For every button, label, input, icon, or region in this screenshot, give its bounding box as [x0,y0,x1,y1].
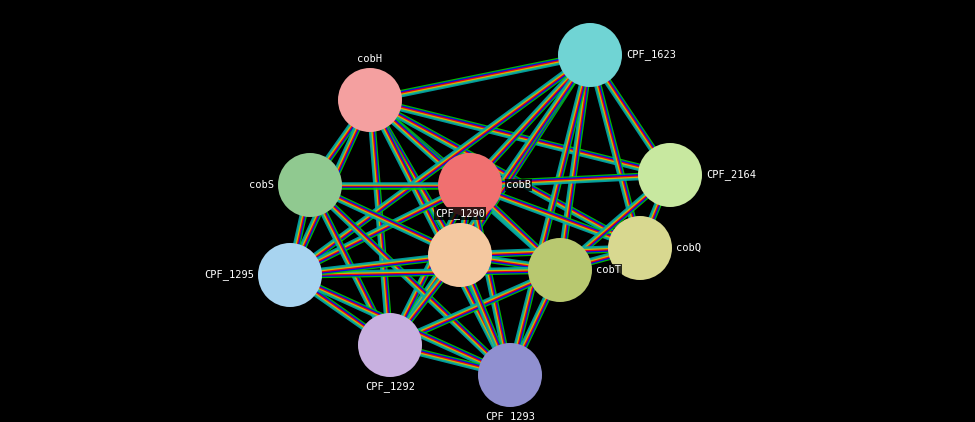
Text: CPF_2164: CPF_2164 [706,170,756,181]
Circle shape [478,343,542,407]
Circle shape [558,23,622,87]
Circle shape [278,153,342,217]
Circle shape [358,313,422,377]
Circle shape [438,153,502,217]
Circle shape [338,68,402,132]
Text: CPF_1290: CPF_1290 [435,208,485,219]
Text: CPF_1292: CPF_1292 [365,381,415,392]
Text: cobS: cobS [249,180,274,190]
Text: cobQ: cobQ [676,243,701,253]
Text: cobH: cobH [358,54,382,64]
Circle shape [258,243,322,307]
Circle shape [608,216,672,280]
Text: CPF_1623: CPF_1623 [626,49,676,60]
Circle shape [528,238,592,302]
Text: CPF_1293: CPF_1293 [485,411,535,422]
Text: cobB: cobB [506,180,531,190]
Text: CPF_1295: CPF_1295 [204,270,254,281]
Circle shape [428,223,492,287]
Text: cobT: cobT [596,265,621,275]
Circle shape [638,143,702,207]
